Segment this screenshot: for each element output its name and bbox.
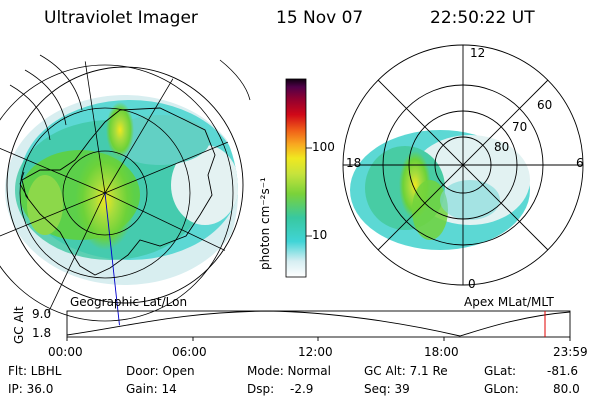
status-ip: IP: 36.0 — [8, 382, 54, 396]
x-tick-1: 06:00 — [172, 345, 207, 359]
status-gcalt: GC Alt: 7.1 Re — [364, 364, 448, 378]
status-flt: Flt: LBHL — [8, 364, 62, 378]
status-glon-value: 80.0 — [553, 382, 580, 396]
status-dsp-value: -2.9 — [290, 382, 314, 396]
mlat-label-60: 60 — [537, 98, 553, 112]
geographic-map — [0, 54, 251, 326]
mlat-mlt-plot — [342, 44, 584, 286]
status-seq: Seq: 39 — [364, 382, 410, 396]
mlt-label-6: 6 — [576, 156, 584, 170]
colorbar-tick-100: 100 — [312, 140, 335, 154]
altitude-ylabel: GC Alt — [12, 306, 26, 344]
status-glat-value: -81.6 — [547, 364, 579, 378]
colorbar-unit-label: photon cm⁻²s⁻¹ — [258, 177, 272, 270]
x-tick-3: 18:00 — [424, 345, 459, 359]
colorbar-tick-10: 10 — [312, 228, 328, 242]
mlt-label-18: 18 — [346, 156, 362, 170]
status-glon-label: GLon: — [484, 382, 519, 396]
status-dsp-label: Dsp: — [247, 382, 275, 396]
altitude-ymin: 1.8 — [32, 326, 52, 340]
altitude-ymax: 9.0 — [32, 307, 52, 321]
status-gain: Gain: 14 — [126, 382, 177, 396]
status-mode: Mode: Normal — [247, 364, 331, 378]
altitude-curve — [66, 310, 571, 337]
colorbar — [285, 78, 312, 278]
time-label: 22:50:22 UT — [430, 8, 535, 28]
left-panel-label: Geographic Lat/Lon — [70, 295, 188, 309]
status-door: Door: Open — [126, 364, 195, 378]
mlt-label-0: 0 — [468, 277, 476, 291]
instrument-title: Ultraviolet Imager — [44, 8, 198, 28]
mlt-label-12: 12 — [470, 46, 486, 60]
altitude-plot — [66, 310, 571, 341]
x-tick-2: 12:00 — [298, 345, 333, 359]
mlat-label-70: 70 — [512, 120, 528, 134]
x-tick-4: 23:59 — [553, 345, 588, 359]
x-tick-0: 00:00 — [48, 345, 83, 359]
date-label: 15 Nov 07 — [276, 8, 364, 28]
status-glat-label: GLat: — [484, 364, 517, 378]
right-panel-label: Apex MLat/MLT — [464, 295, 554, 309]
mlat-label-80: 80 — [494, 140, 510, 154]
